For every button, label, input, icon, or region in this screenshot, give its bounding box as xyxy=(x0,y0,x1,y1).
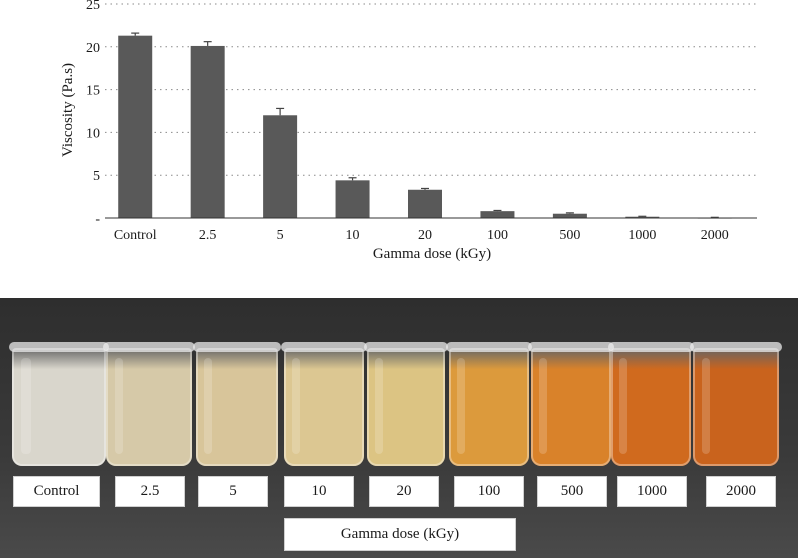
beaker xyxy=(103,342,195,466)
x-tick-label: 2000 xyxy=(701,228,729,243)
beaker xyxy=(446,342,532,466)
viscosity-chart: 25 20 15 10 5 - Control 2.5 5 10 20 100 500 1000 2000… xyxy=(60,0,757,262)
x-tick-label: 2.5 xyxy=(199,228,217,243)
beakers-photo: Control 2.5 5 10 20 100 500 1000 2000 Gamma dose… xyxy=(0,298,798,558)
beaker-highlight xyxy=(292,358,300,454)
bar xyxy=(118,35,153,219)
y-tick-label: 20 xyxy=(86,41,100,56)
beaker-rim xyxy=(446,342,532,352)
photo-axis-label: Gamma dose (kGy) xyxy=(284,518,516,551)
gridlines xyxy=(105,3,757,176)
beaker-rim xyxy=(9,342,109,352)
error-bars xyxy=(131,32,719,218)
bar xyxy=(408,189,442,218)
beaker-highlight xyxy=(204,358,213,454)
bar xyxy=(335,180,370,218)
beaker-rim xyxy=(608,342,694,352)
y-tick-label: 25 xyxy=(86,0,100,13)
sample-label: Control xyxy=(13,476,100,507)
x-tick-label: 20 xyxy=(418,228,432,243)
beaker-rim xyxy=(281,342,367,352)
sample-label: 500 xyxy=(537,476,607,507)
bar xyxy=(625,216,660,218)
beaker-highlight xyxy=(457,358,465,454)
beaker-highlight xyxy=(539,358,547,454)
beaker xyxy=(364,342,448,466)
beaker-highlight xyxy=(114,358,124,454)
x-tick-label: Control xyxy=(114,228,157,243)
sample-label: 20 xyxy=(369,476,439,507)
x-tick-label: 500 xyxy=(559,228,580,243)
y-tick-label: 5 xyxy=(93,169,100,184)
beaker-highlight xyxy=(21,358,31,454)
beaker xyxy=(193,342,281,466)
beaker-highlight xyxy=(374,358,383,454)
beaker xyxy=(690,342,782,466)
bars xyxy=(118,35,732,219)
y-tick-label: - xyxy=(95,212,100,227)
beaker xyxy=(9,342,109,466)
beaker-rim xyxy=(193,342,281,352)
sample-label: 2000 xyxy=(706,476,776,507)
sample-label: 100 xyxy=(454,476,524,507)
x-tick-label: 1000 xyxy=(628,228,656,243)
bar xyxy=(263,115,298,218)
beaker-rim xyxy=(103,342,195,352)
sample-label: 1000 xyxy=(617,476,687,507)
x-tick-label: 5 xyxy=(277,228,284,243)
beaker xyxy=(608,342,694,466)
beaker xyxy=(528,342,614,466)
sample-label: 10 xyxy=(284,476,354,507)
beaker-rim xyxy=(528,342,614,352)
beaker-rim xyxy=(690,342,782,352)
x-tick-label: 100 xyxy=(487,228,508,243)
sample-label: 5 xyxy=(198,476,268,507)
beaker xyxy=(281,342,367,466)
beaker-rim xyxy=(364,342,448,352)
y-tick-label: 15 xyxy=(86,84,100,99)
x-tick-label: 10 xyxy=(346,228,360,243)
beaker-highlight xyxy=(701,358,711,454)
bar xyxy=(552,213,587,218)
y-axis-label: Viscosity (Pa.s) xyxy=(60,63,76,157)
y-tick-label: 10 xyxy=(86,126,100,141)
bar xyxy=(480,211,515,218)
x-tick-labels: Control 2.5 5 10 20 100 500 1000 2000 xyxy=(114,228,729,243)
beaker-highlight xyxy=(619,358,627,454)
bar xyxy=(190,45,225,218)
x-axis-label: Gamma dose (kGy) xyxy=(373,246,491,262)
sample-label: 2.5 xyxy=(115,476,185,507)
y-tick-labels: 25 20 15 10 5 - xyxy=(86,0,100,227)
